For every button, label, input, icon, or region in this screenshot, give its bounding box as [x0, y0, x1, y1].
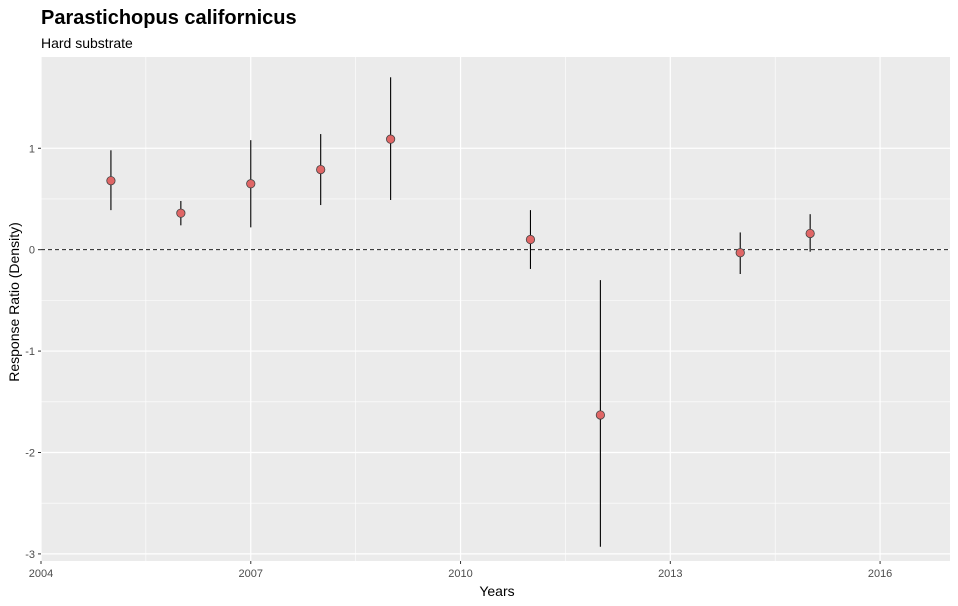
data-point [106, 176, 116, 186]
x-tick-label: 2010 [448, 568, 472, 580]
y-axis-title: Response Ratio (Density) [6, 222, 22, 382]
y-axis-ticks: -3 -2 -1 0 1 [25, 143, 41, 561]
y-tick-label: -1 [25, 346, 35, 358]
chart-title: Parastichopus californicus [41, 7, 297, 29]
x-axis-ticks: 2004 2007 2010 2013 2016 [29, 561, 892, 580]
x-tick-label: 2004 [29, 568, 53, 580]
plot-panel [41, 57, 950, 561]
data-point [246, 179, 256, 189]
data-point [805, 228, 815, 239]
y-tick-label: 0 [29, 245, 35, 257]
data-point [595, 410, 605, 420]
chart-subtitle: Hard substrate [41, 35, 133, 51]
y-tick-label: 1 [29, 143, 35, 155]
data-point [176, 208, 186, 218]
grid-lines [40, 57, 950, 561]
data-point [525, 234, 536, 245]
y-tick-label: -2 [25, 447, 35, 459]
x-tick-label: 2007 [239, 568, 263, 580]
data-point [316, 164, 326, 175]
x-tick-label: 2013 [658, 568, 682, 580]
data-points [106, 134, 815, 420]
data-point [386, 134, 396, 144]
y-tick-label: -3 [25, 549, 35, 561]
data-point [735, 248, 745, 258]
x-axis-title: Years [479, 583, 514, 599]
x-tick-label: 2016 [868, 568, 892, 580]
